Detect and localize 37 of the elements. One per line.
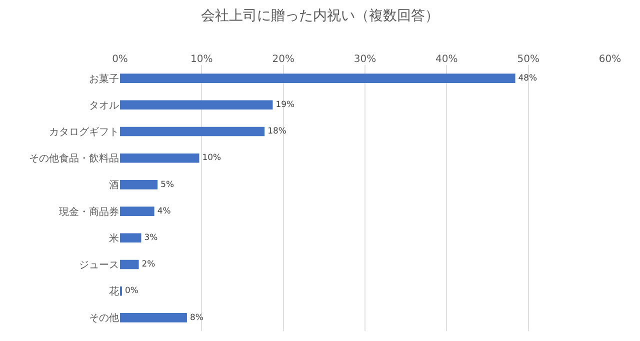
x-tick-label: 0% [112, 54, 128, 65]
bar [120, 260, 139, 270]
y-tick-label: タオル [89, 100, 119, 112]
bar [120, 100, 273, 110]
chart-title: 会社上司に贈った内祝い（複数回答） [201, 8, 439, 24]
bar [120, 206, 154, 216]
y-tick-label: 花 [109, 286, 119, 298]
data-label: 10% [202, 152, 222, 162]
bar [120, 313, 187, 322]
y-tick-label: 酒 [109, 179, 119, 192]
x-tick-label: 20% [272, 54, 294, 65]
x-tick-label: 30% [354, 54, 376, 65]
data-label: 18% [268, 126, 286, 136]
y-tick-label: ジュース [79, 260, 119, 271]
data-label: 8% [190, 312, 204, 322]
data-label: 4% [157, 205, 171, 216]
y-tick-label: お菓子 [89, 72, 119, 85]
x-tick-label: 10% [190, 54, 213, 65]
bar [120, 153, 200, 163]
x-tick-label: 50% [517, 54, 540, 65]
data-label: 48% [518, 72, 538, 82]
bar [120, 74, 516, 83]
y-tick-label: 米 [109, 232, 119, 244]
data-label: 19% [276, 99, 294, 110]
y-tick-label: 現金・商品券 [59, 206, 119, 218]
bar [120, 180, 158, 190]
bar [120, 233, 142, 243]
x-tick-label: 40% [436, 54, 458, 65]
data-label: 3% [144, 232, 158, 242]
data-label: 2% [142, 258, 156, 269]
data-label: 5% [160, 178, 174, 189]
y-tick-label: その他 [89, 312, 119, 324]
y-tick-label: カタログギフト [49, 126, 119, 138]
y-tick-label: その他食品・飲料品 [29, 152, 119, 165]
data-label: 0% [125, 285, 138, 296]
x-tick-label: 60% [598, 54, 622, 65]
bar [120, 126, 265, 136]
